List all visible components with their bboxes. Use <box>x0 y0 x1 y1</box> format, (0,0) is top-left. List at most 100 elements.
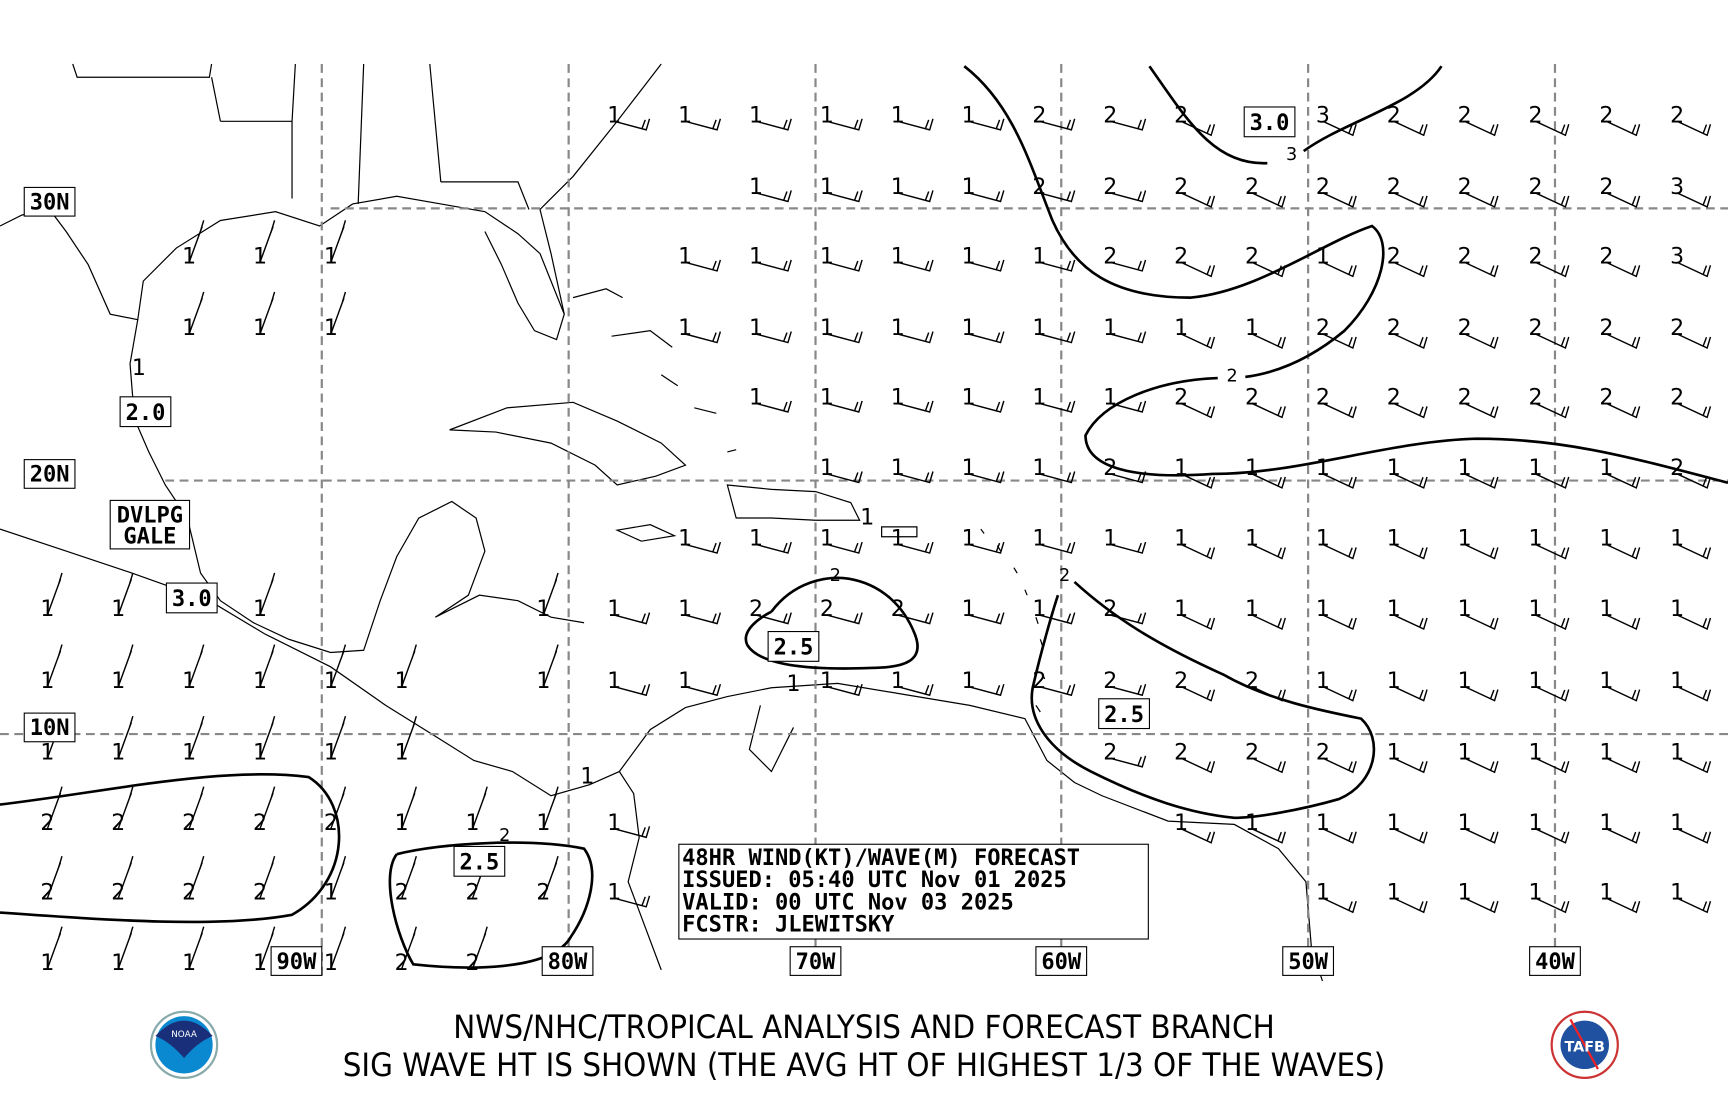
contour-box-label: 2.5 <box>774 636 814 661</box>
wave-value: 2 <box>1458 175 1472 200</box>
wind-barb <box>1322 543 1357 560</box>
wind-barb <box>614 683 651 697</box>
wave-value: 2 <box>182 880 196 905</box>
wind-barb <box>1606 757 1641 774</box>
wind-barb <box>826 683 863 697</box>
wind-barb <box>401 786 417 830</box>
wave-value: 1 <box>1103 386 1117 411</box>
wave-value: 1 <box>1316 880 1330 905</box>
wind-barb <box>1251 261 1286 278</box>
wind-barb <box>1039 471 1076 484</box>
wind-barb <box>1039 259 1076 272</box>
wind-barb <box>1322 192 1357 208</box>
wind-barb <box>1110 683 1147 697</box>
contour-3m <box>1148 65 1443 165</box>
wave-value: 1 <box>324 740 338 765</box>
wave-value: 1 <box>749 103 763 128</box>
wind-barb <box>330 715 347 759</box>
wave-value: 1 <box>536 811 550 836</box>
wind-barb <box>968 612 1005 625</box>
wave-value: 1 <box>962 386 976 411</box>
wave-value: 1 <box>1174 316 1188 341</box>
wind-barb <box>684 118 722 131</box>
wind-barb <box>1180 757 1216 774</box>
wave-value: 1 <box>962 103 976 128</box>
wind-barb <box>1393 543 1428 560</box>
wind-barb <box>968 118 1005 131</box>
wave-value: 1 <box>324 951 338 976</box>
wave-value: 1 <box>40 597 54 622</box>
wind-barb <box>1535 192 1570 208</box>
wind-barb <box>1535 333 1570 349</box>
wind-barb <box>330 855 347 899</box>
wave-value: 1 <box>1670 880 1684 905</box>
wind-barb <box>826 612 863 625</box>
wave-value: 1 <box>1103 527 1117 552</box>
wind-barb <box>684 331 722 344</box>
wave-value: 1 <box>607 597 621 622</box>
wind-barb <box>1606 828 1641 844</box>
contour-value: 2 <box>1226 366 1237 386</box>
wave-value: 1 <box>1032 597 1046 622</box>
wind-barb <box>1393 192 1428 208</box>
wave-value: 2 <box>1032 669 1046 694</box>
wave-value: 3 <box>1670 175 1684 200</box>
wind-barb <box>684 541 722 554</box>
lat-label-10n: 10N <box>30 716 70 741</box>
wind-barb <box>330 220 347 263</box>
wave-value: 1 <box>1316 244 1330 269</box>
wind-barb <box>968 683 1005 697</box>
wave-value: 1 <box>860 506 874 531</box>
info-title: 48HR WIND(KT)/WAVE(M) FORECAST <box>682 846 1080 871</box>
wind-barb <box>1251 473 1286 489</box>
contour-2m-north <box>963 65 1728 485</box>
wave-value: 2 <box>395 951 409 976</box>
wave-value: 1 <box>1458 527 1472 552</box>
wind-barb <box>684 259 722 272</box>
wave-value: 1 <box>607 811 621 836</box>
wind-barb <box>1464 402 1499 419</box>
wind-barb <box>755 259 792 272</box>
wind-barb <box>1676 897 1712 914</box>
wind-barb <box>1322 897 1357 914</box>
wind-barb <box>259 572 276 616</box>
info-issued: ISSUED: 05:40 UTC Nov 01 2025 <box>682 868 1067 893</box>
wind-barb <box>1606 333 1641 349</box>
wave-value: 2 <box>1387 103 1401 128</box>
wave-value: 2 <box>1316 740 1330 765</box>
noaa-logo-text: NOAA <box>171 1030 197 1040</box>
mexico-coast <box>129 319 585 654</box>
contour-box-label: 3.0 <box>1250 111 1290 136</box>
wave-value: 1 <box>678 597 692 622</box>
wave-value: 1 <box>1245 811 1259 836</box>
wave-value: 3 <box>1670 244 1684 269</box>
wind-barb <box>188 715 205 759</box>
wind-barb <box>46 572 63 616</box>
wave-value: 1 <box>1316 669 1330 694</box>
wind-barb <box>471 926 488 970</box>
wind-barb <box>259 715 276 759</box>
wave-value: 2 <box>1316 175 1330 200</box>
wind-barb <box>1322 261 1357 278</box>
wind-barb <box>755 541 792 554</box>
wind-barb <box>755 612 792 625</box>
wave-value: 1 <box>182 740 196 765</box>
wave-value: 1 <box>40 951 54 976</box>
puerto-rico <box>881 526 918 538</box>
wind-barb <box>1039 400 1076 413</box>
wind-barb <box>755 331 792 344</box>
wave-value: 1 <box>1174 811 1188 836</box>
wave-value: 2 <box>1599 386 1613 411</box>
barbs <box>46 118 1712 970</box>
wave-value: 1 <box>1599 456 1613 481</box>
wave-value: 2 <box>1670 386 1684 411</box>
wind-barb <box>1251 543 1286 560</box>
wave-value: 1 <box>891 527 905 552</box>
wind-barb <box>1180 686 1216 702</box>
info-forecaster: FCSTR: JLEWITSKY <box>682 912 895 937</box>
noaa-logo: NOAA <box>149 1010 219 1079</box>
wave-value: 1 <box>536 597 550 622</box>
wave-value: 1 <box>1032 456 1046 481</box>
wave-value: 2 <box>1245 740 1259 765</box>
wind-barb <box>1535 828 1570 844</box>
